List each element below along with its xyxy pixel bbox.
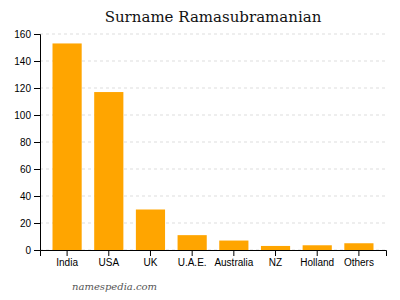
tick-mark [358, 250, 359, 256]
bars [53, 43, 374, 250]
tick: 100 [14, 110, 40, 121]
tick-label: Australia [214, 257, 253, 268]
tick: UK [144, 250, 158, 268]
tick: 120 [14, 83, 40, 94]
tick-label: Holland [300, 257, 334, 268]
x-axis: India USA UK U.A.E. Australia NZ Holland Others [41, 250, 387, 268]
tick: 40 [20, 191, 40, 202]
tick-label: Others [344, 257, 374, 268]
grid-line [40, 196, 386, 197]
bar [303, 245, 332, 250]
tick-mark [34, 169, 40, 170]
tick: 80 [20, 137, 40, 148]
tick-mark [34, 250, 40, 251]
tick-mark [34, 196, 40, 197]
tick-label: UK [144, 257, 158, 268]
tick-mark [275, 250, 276, 256]
tick-mark [192, 250, 193, 256]
bar [178, 235, 207, 250]
tick: U.A.E. [178, 250, 207, 268]
grid-line [40, 88, 386, 89]
tick-mark [233, 250, 234, 256]
tick-mark [34, 34, 40, 35]
tick-label: NZ [269, 257, 282, 268]
tick-label: 120 [14, 83, 31, 94]
tick-mark [34, 115, 40, 116]
tick-label: 100 [14, 110, 31, 121]
grid-line [40, 142, 386, 143]
tick-mark [108, 250, 109, 256]
tick: NZ [269, 250, 282, 268]
tick-label: 0 [25, 245, 31, 256]
tick-label: 140 [14, 56, 31, 67]
tick-mark [67, 250, 68, 256]
tick: 60 [20, 164, 40, 175]
tick-label: USA [99, 257, 120, 268]
tick-mark [34, 223, 40, 224]
grid-line [40, 61, 386, 62]
grid-line [40, 169, 386, 170]
tick: Others [344, 250, 374, 268]
tick-mark [317, 250, 318, 256]
axis-domain [34, 35, 41, 251]
tick-label: 60 [20, 164, 32, 175]
title: Surname Ramasubramanian [105, 8, 322, 26]
tick-label: India [56, 257, 78, 268]
tick: Australia [214, 250, 253, 268]
bar [94, 92, 123, 250]
tick: 140 [14, 56, 40, 67]
grid-line [40, 34, 386, 35]
tick-label: 80 [20, 137, 32, 148]
tick: 160 [14, 29, 40, 40]
plot: 0 20 40 60 80 100 120 140 160 India USA UK U.A.E. Aus… [14, 29, 386, 268]
tick-label: 40 [20, 191, 32, 202]
tick-mark [150, 250, 151, 256]
tick-label: 160 [14, 29, 31, 40]
grid-line [40, 223, 386, 224]
bar [261, 246, 290, 250]
tick-label: 20 [20, 218, 32, 229]
bar [53, 43, 82, 250]
axis-domain [41, 251, 387, 257]
annotation: namespedia.com [72, 281, 157, 292]
tick: USA [99, 250, 120, 268]
bar [344, 243, 373, 250]
tick-mark [34, 142, 40, 143]
bar [219, 241, 248, 250]
y-axis: 0 20 40 60 80 100 120 140 160 [14, 29, 40, 256]
tick-mark [34, 61, 40, 62]
tick: 0 [25, 245, 40, 256]
tick: India [56, 250, 78, 268]
chart: 0 20 40 60 80 100 120 140 160 India USA UK U.A.E. Aus… [0, 0, 400, 300]
tick: 20 [20, 218, 40, 229]
bar [136, 210, 165, 251]
grid [40, 34, 386, 250]
tick-label: U.A.E. [178, 257, 207, 268]
tick: Holland [300, 250, 334, 268]
grid-line [40, 115, 386, 116]
tick-mark [34, 88, 40, 89]
